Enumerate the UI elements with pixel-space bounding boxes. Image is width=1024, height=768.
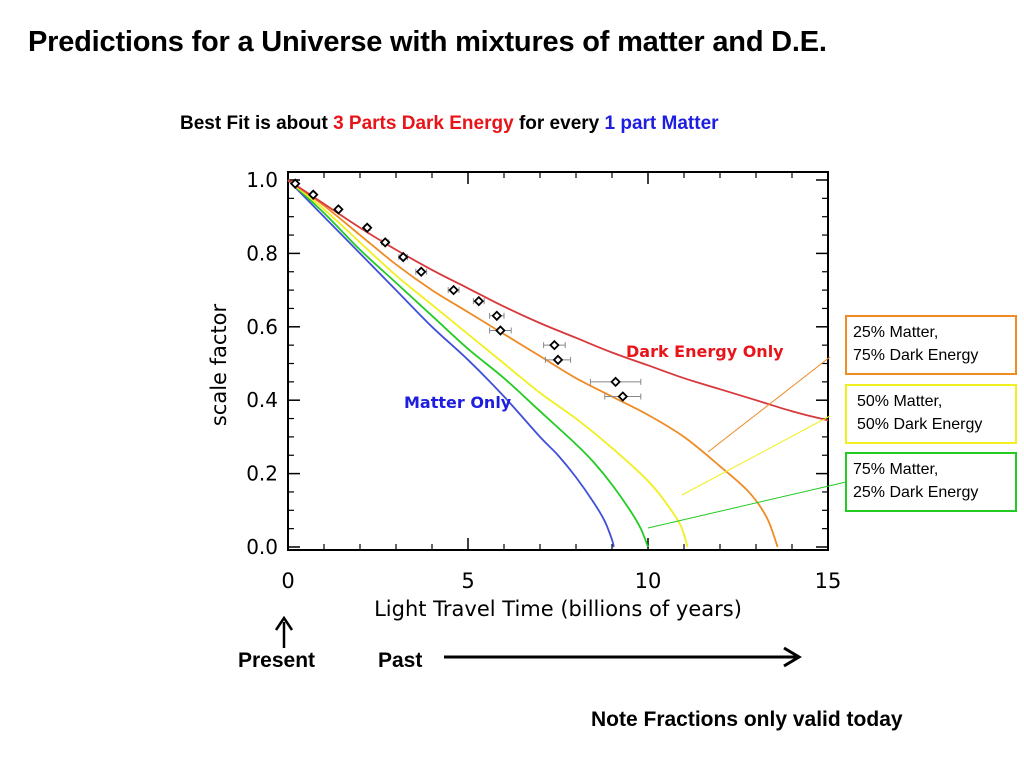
data-point-marker [448, 284, 459, 296]
subtitle-part3: for every [513, 113, 605, 134]
page-subtitle: Best Fit is about 3 Parts Dark Energy fo… [180, 113, 719, 135]
leader-line-25-matter [707, 356, 831, 453]
y-axis-label: scale factor [207, 303, 231, 426]
legend-box-line2: 50% Dark Energy [857, 416, 983, 433]
data-points [289, 178, 642, 402]
matter-only-curve [287, 179, 615, 548]
data-point-marker [307, 189, 319, 200]
data-point-marker [552, 354, 564, 366]
legend-box-line1: 75% Matter, [853, 461, 939, 478]
present-arrow-head [274, 615, 294, 631]
subtitle-part1: Best Fit is about [180, 113, 334, 134]
legend-box-line1: 25% Matter, [853, 324, 939, 341]
mix-25-matter-curve [287, 179, 779, 548]
leader-line-50-matter [681, 415, 831, 496]
data-point-marker [549, 339, 560, 351]
present-label: Present [238, 649, 316, 672]
x-tick-label: 10 [635, 569, 662, 593]
x-tick-label: 0 [281, 569, 294, 593]
subtitle-matter: 1 part Matter [604, 113, 719, 134]
legend-box-75-matter: 75% Matter, 25% Dark Energy [845, 452, 1017, 512]
legend-box-line2: 25% Dark Energy [853, 484, 979, 501]
y-tick-label: 0.6 [246, 315, 278, 339]
y-tick-label: 0.8 [246, 241, 278, 265]
data-point-marker [397, 251, 409, 263]
leader-line-75-matter [647, 481, 847, 529]
mix-75-matter-curve [287, 179, 649, 548]
x-tick-label: 5 [461, 569, 474, 593]
data-point-marker [415, 266, 427, 278]
past-arrow-head [783, 646, 802, 668]
leader-lines [647, 356, 847, 529]
x-axis-label: Light Travel Time (billions of years) [374, 597, 742, 621]
legend-box-50-matter: 50% Matter, 50% Dark Energy [845, 384, 1017, 444]
y-tick-label: 0.4 [246, 388, 278, 412]
data-point-marker [361, 222, 373, 233]
past-label: Past [378, 649, 423, 672]
y-tick-label: 1.0 [246, 168, 278, 192]
arrows [274, 615, 802, 668]
data-point-marker [333, 204, 344, 215]
dark-energy-only-curve [287, 179, 829, 422]
y-tick-label: 0.2 [246, 462, 278, 486]
x-tick-label: 15 [815, 569, 842, 593]
subtitle-dark-energy: 3 Parts Dark Energy [333, 113, 514, 134]
annotation-dark-energy-only: Dark Energy Only [626, 342, 784, 361]
data-point-marker [491, 310, 503, 322]
note-text: Note Fractions only valid today [591, 708, 903, 731]
data-point-marker [379, 237, 391, 248]
data-point-marker [473, 295, 485, 307]
legend-box-25-matter: 25% Matter, 75% Dark Energy [845, 315, 1017, 375]
axis-ticks: 0 5 10 15 0.0 0.2 0.4 0.6 0.8 1.0 [246, 168, 841, 593]
mix-50-matter-curve [287, 179, 689, 548]
data-point-marker [610, 376, 621, 388]
data-point-marker [495, 325, 506, 336]
legend-box-line2: 75% Dark Energy [853, 347, 979, 364]
annotation-matter-only: Matter Only [404, 393, 512, 412]
curves [287, 179, 829, 548]
legend-box-line1: 50% Matter, [857, 393, 943, 410]
y-tick-label: 0.0 [246, 535, 278, 559]
data-point-marker [617, 391, 629, 402]
page-title: Predictions for a Universe with mixtures… [28, 26, 827, 58]
plot-frame [287, 171, 829, 551]
data-point-marker [289, 178, 301, 189]
